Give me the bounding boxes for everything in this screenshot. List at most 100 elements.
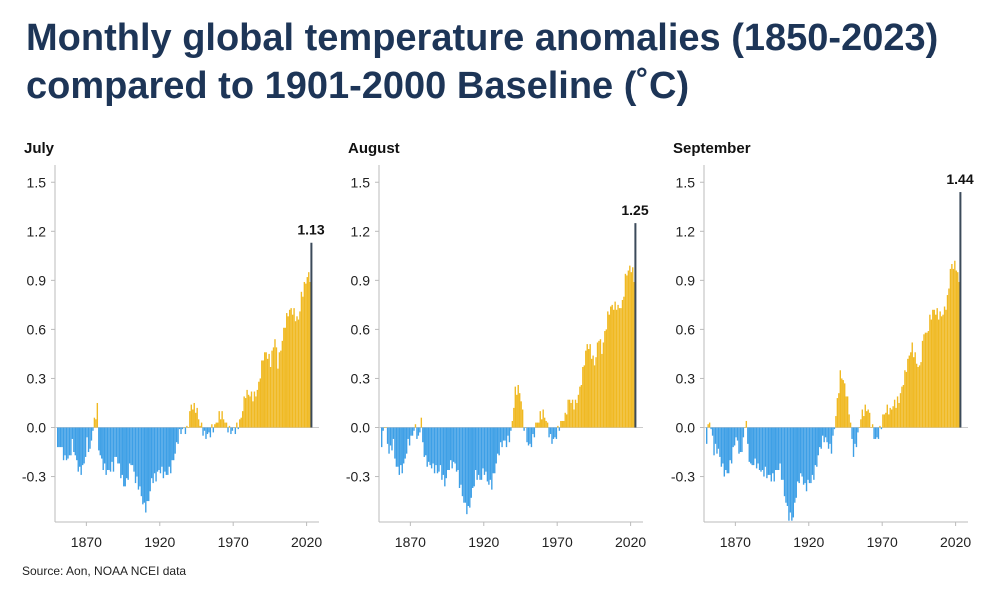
bar-1886 (433, 427, 436, 474)
y-tick-label: 0.3 (676, 370, 696, 386)
bar-1878 (422, 427, 424, 443)
bar-1869 (84, 427, 87, 457)
bar-1862 (398, 427, 401, 475)
bar-1962 (870, 427, 872, 428)
bar-2001 (927, 331, 930, 428)
bar-1937 (508, 427, 511, 443)
bar-1924 (814, 427, 817, 466)
bar-1998 (598, 340, 600, 428)
bar-1961 (219, 419, 222, 428)
bar-1906 (463, 427, 465, 503)
bar-2018 (627, 270, 630, 428)
bar-1966 (876, 427, 878, 438)
bar-2013 (296, 316, 298, 428)
bar-2022 (633, 281, 635, 428)
bar-1853 (385, 427, 387, 428)
bar-1981 (249, 396, 251, 428)
bar-1868 (407, 427, 409, 439)
bar-2006 (935, 314, 937, 428)
bar-1883 (105, 427, 107, 475)
bar-1945 (196, 407, 198, 428)
bar-1938 (510, 427, 512, 431)
bar-1986 (580, 384, 583, 428)
bar-highlight-2023 (959, 192, 962, 428)
bar-2021 (632, 267, 634, 428)
bar-1946 (521, 409, 524, 428)
bar-1953 (532, 427, 534, 435)
bar-1892 (767, 427, 770, 475)
bar-1931 (499, 427, 502, 443)
bar-1854 (62, 427, 65, 461)
bar-1937 (833, 427, 836, 430)
bar-1957 (863, 416, 865, 428)
bar-1996 (271, 350, 273, 428)
bar-1984 (577, 394, 580, 428)
bar-1865 (79, 427, 81, 467)
bar-1967 (228, 425, 231, 428)
bar-1929 (172, 427, 175, 461)
bar-1894 (770, 427, 772, 482)
bar-1976 (565, 414, 568, 428)
bar-1956 (536, 422, 539, 428)
bar-1881 (426, 427, 428, 467)
bar-1905 (786, 427, 789, 506)
bar-1866 (729, 427, 731, 461)
bar-1924 (165, 427, 168, 475)
bar-2007 (611, 304, 613, 428)
bar-1922 (811, 427, 814, 475)
bar-1913 (473, 427, 475, 487)
bar-1867 (81, 427, 84, 466)
bar-1988 (583, 365, 585, 428)
bar-2019 (629, 265, 631, 428)
bar-1958 (864, 404, 866, 428)
bar-2003 (281, 340, 284, 428)
bar-1900 (454, 427, 456, 464)
bar-1875 (417, 427, 420, 436)
bar-2017 (626, 275, 628, 428)
bar-1941 (190, 404, 192, 428)
bar-1997 (921, 340, 924, 428)
bar-1891 (117, 427, 119, 464)
bar-1898 (451, 427, 453, 469)
bar-1976 (241, 411, 244, 428)
y-tick-label: 0.0 (676, 420, 696, 436)
bar-1935 (181, 427, 184, 430)
bar-1928 (495, 427, 497, 464)
bar-1968 (879, 425, 881, 428)
bar-1970 (882, 414, 884, 428)
bar-1959 (866, 411, 868, 428)
bar-1871 (87, 427, 90, 453)
bar-1926 (817, 427, 819, 456)
bar-1908 (791, 427, 793, 521)
bar-1971 (558, 427, 561, 431)
bar-1914 (799, 427, 802, 474)
y-tick-label: 0.9 (676, 272, 696, 288)
bar-1932 (826, 427, 828, 443)
bar-1879 (423, 427, 425, 457)
bar-1909 (467, 427, 470, 506)
bar-1877 (745, 420, 748, 428)
bar-2009 (939, 311, 941, 428)
bar-2011 (942, 314, 944, 428)
bar-1967 (877, 427, 880, 439)
bar-1951 (854, 427, 856, 444)
bar-1856 (65, 427, 68, 461)
bar-1986 (905, 371, 908, 428)
bar-1968 (230, 427, 232, 435)
bar-1947 (848, 414, 850, 428)
bar-1930 (498, 427, 500, 456)
bar-2014 (621, 299, 624, 428)
bar-1873 (739, 427, 742, 453)
bar-1942 (516, 394, 518, 428)
chart-panel-september: September 1.5 1.2 0.9 0.6 0.3 0.0 -0.3 1.44 1870 1… (671, 140, 974, 550)
bar-1923 (488, 427, 490, 485)
bar-1936 (507, 427, 509, 436)
bar-1989 (261, 360, 263, 428)
bar-1869 (408, 427, 411, 446)
bar-1862 (723, 427, 726, 477)
bar-1934 (829, 427, 831, 444)
bar-1889 (763, 427, 765, 477)
bar-1873 (414, 424, 417, 428)
bar-1974 (563, 420, 565, 428)
bar-1853 (61, 427, 63, 448)
